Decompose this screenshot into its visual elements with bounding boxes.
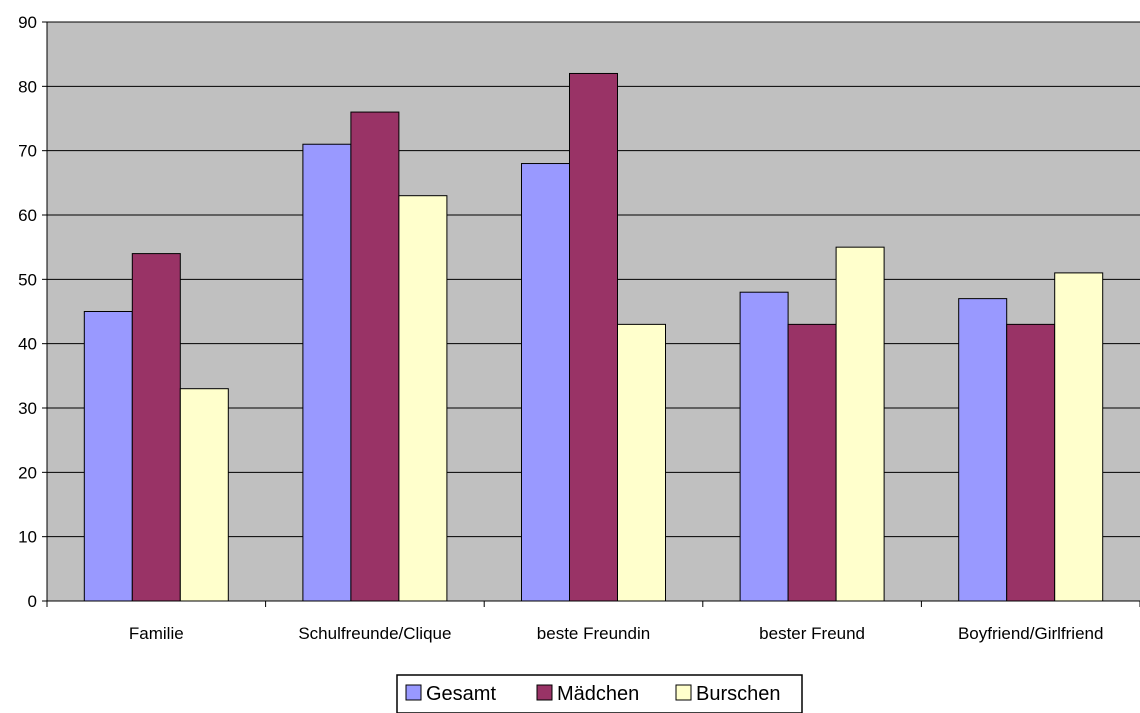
- bars: [83, 72, 1104, 602]
- legend-label: Gesamt: [426, 683, 496, 705]
- bar: [350, 111, 400, 602]
- y-tick-label: 40: [18, 335, 37, 354]
- bar: [521, 163, 570, 602]
- y-tick-label: 50: [18, 270, 37, 289]
- bar: [617, 323, 666, 602]
- legend-label: Burschen: [696, 683, 781, 705]
- y-tick-label: 70: [18, 142, 37, 161]
- bar: [569, 72, 618, 602]
- legend-swatch: [405, 684, 422, 701]
- x-axis: Familie Schulfreunde/Clique beste Freundin…: [46, 600, 1140, 643]
- bar: [302, 143, 352, 602]
- y-tick-label: 10: [18, 528, 37, 547]
- bar: [83, 311, 133, 602]
- legend-swatch: [536, 684, 553, 701]
- bar: [1006, 323, 1056, 602]
- legend-box: [396, 674, 803, 713]
- y-tick-label: 30: [18, 399, 37, 418]
- x-category-label: Familie: [129, 624, 184, 643]
- bar: [1054, 272, 1104, 602]
- y-axis: 0 10 20 30 40 50 60 70 80 90: [18, 13, 48, 611]
- y-tick-label: 60: [18, 206, 37, 225]
- legend: Gesamt Mädchen Burschen: [396, 674, 803, 713]
- legend-swatch: [675, 684, 692, 701]
- y-tick-label: 20: [18, 463, 37, 482]
- bar: [398, 195, 448, 602]
- x-category-label: beste Freundin: [537, 624, 650, 643]
- bar: [958, 298, 1008, 602]
- y-tick-label: 90: [18, 13, 37, 32]
- x-category-label: Boyfriend/Girlfriend: [958, 624, 1104, 643]
- y-tick-label: 80: [18, 77, 37, 96]
- bar: [739, 291, 789, 602]
- bar: [131, 253, 181, 602]
- bar: [179, 388, 229, 602]
- legend-label: Mädchen: [557, 683, 639, 705]
- bar: [787, 323, 837, 602]
- x-category-label: bester Freund: [759, 624, 865, 643]
- y-tick-label: 0: [28, 592, 37, 611]
- bar: [835, 246, 885, 602]
- x-category-label: Schulfreunde/Clique: [298, 624, 451, 643]
